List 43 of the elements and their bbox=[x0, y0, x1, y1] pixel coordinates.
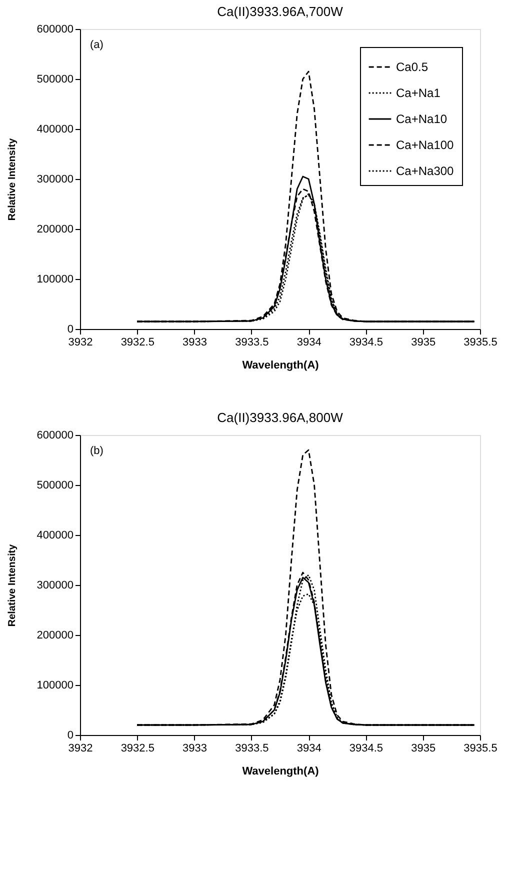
y-tick-label: 100000 bbox=[36, 274, 74, 286]
x-tick-label: 3932 bbox=[68, 336, 93, 348]
x-tick-label: 3935.5 bbox=[464, 336, 498, 348]
y-tick-label: 200000 bbox=[36, 224, 74, 236]
chart-title: Ca(II)3933.96A,700W bbox=[217, 4, 344, 19]
y-tick-label: 200000 bbox=[36, 630, 74, 642]
y-tick-label: 300000 bbox=[36, 580, 74, 592]
x-tick-label: 3933.5 bbox=[235, 336, 269, 348]
y-tick-label: 100000 bbox=[36, 680, 74, 692]
y-tick-label: 500000 bbox=[36, 74, 74, 86]
y-tick-label: 400000 bbox=[36, 124, 74, 136]
x-tick-label: 3933 bbox=[182, 336, 208, 348]
x-axis-title: Wavelength(A) bbox=[242, 360, 320, 372]
y-tick-label: 600000 bbox=[36, 430, 74, 442]
y-tick-label: 300000 bbox=[36, 174, 74, 186]
x-axis-title: Wavelength(A) bbox=[242, 766, 320, 778]
x-tick-label: 3933 bbox=[182, 742, 208, 754]
x-tick-label: 3932 bbox=[68, 742, 93, 754]
x-tick-label: 3935.5 bbox=[464, 742, 498, 754]
x-tick-label: 3933.5 bbox=[235, 742, 269, 754]
y-tick-label: 0 bbox=[67, 730, 74, 742]
legend-label: Ca0.5 bbox=[396, 60, 428, 74]
x-tick-label: 3935 bbox=[411, 336, 436, 348]
y-axis-title: Relative Intensity bbox=[6, 544, 18, 627]
legend-label: Ca+Na100 bbox=[396, 138, 454, 152]
chart-title: Ca(II)3933.96A,800W bbox=[217, 410, 344, 425]
legend-label: Ca+Na300 bbox=[396, 164, 454, 178]
y-axis-title: Relative Intensity bbox=[6, 138, 18, 221]
legend-label: Ca+Na1 bbox=[396, 86, 441, 100]
x-tick-label: 3935 bbox=[411, 742, 436, 754]
x-tick-label: 3932.5 bbox=[120, 336, 154, 348]
y-tick-label: 600000 bbox=[36, 24, 74, 36]
x-tick-label: 3932.5 bbox=[120, 742, 154, 754]
x-tick-label: 3934 bbox=[296, 742, 322, 754]
x-tick-label: 3934.5 bbox=[349, 742, 384, 754]
annotation: (b) bbox=[90, 445, 104, 457]
y-tick-label: 400000 bbox=[36, 530, 74, 542]
y-tick-label: 0 bbox=[67, 324, 74, 336]
annotation: (a) bbox=[90, 39, 104, 51]
legend-label: Ca+Na10 bbox=[396, 112, 448, 126]
y-tick-label: 500000 bbox=[36, 480, 74, 492]
x-tick-label: 3934.5 bbox=[349, 336, 384, 348]
x-tick-label: 3934 bbox=[296, 336, 322, 348]
